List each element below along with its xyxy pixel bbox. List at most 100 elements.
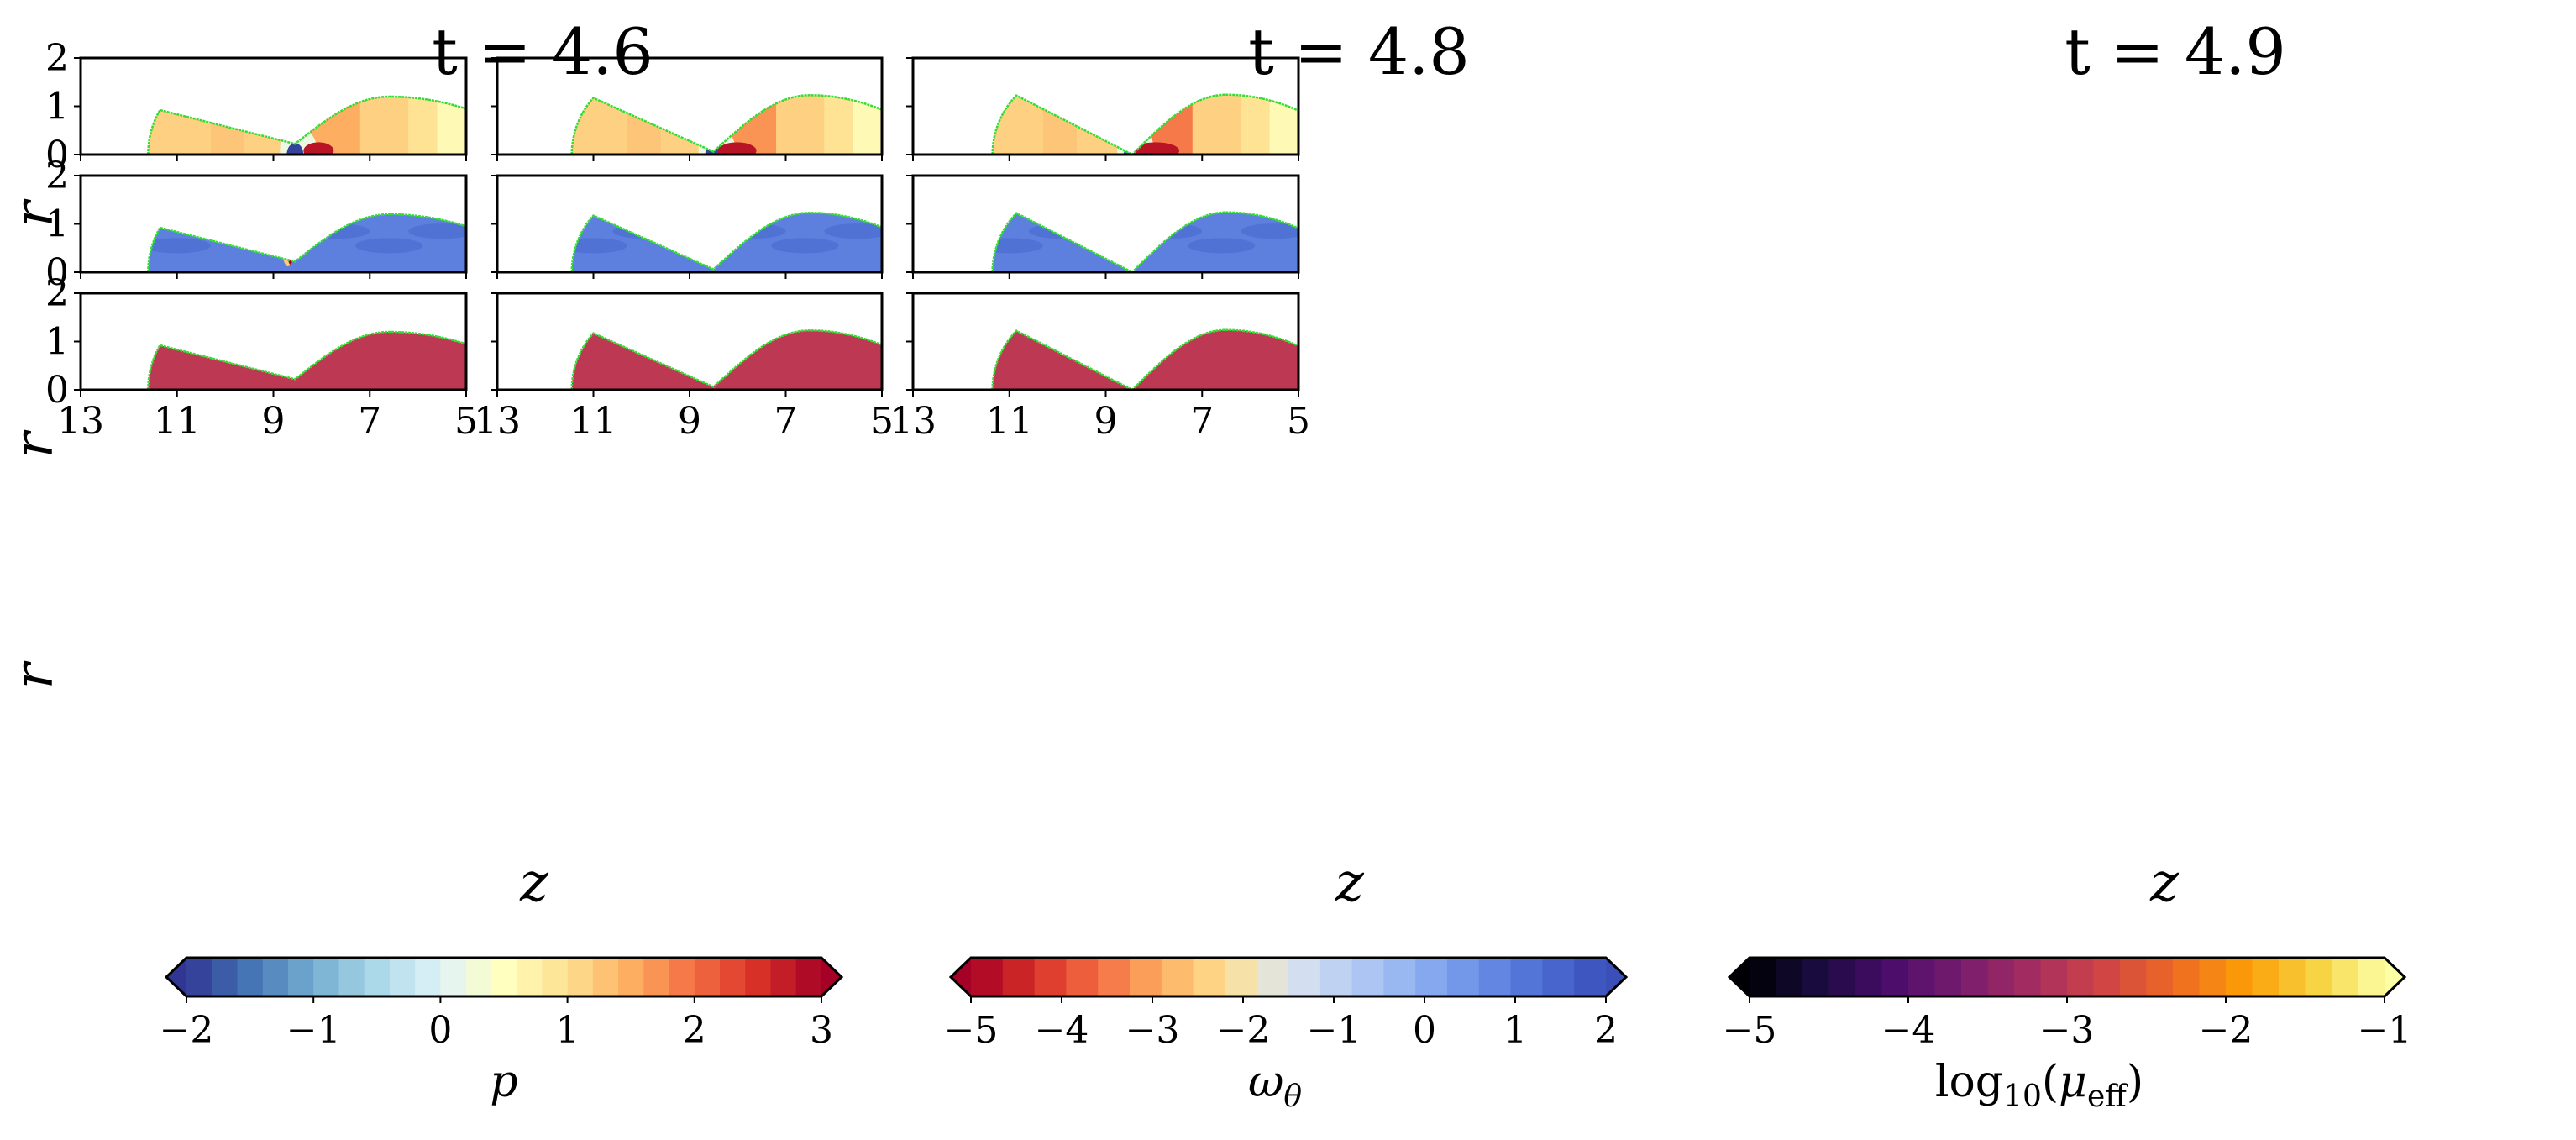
interface-line bbox=[991, 211, 1300, 274]
w-shear-core bbox=[705, 213, 714, 265]
panel-r3-c2 bbox=[496, 292, 884, 391]
w-patch bbox=[992, 238, 1043, 254]
colorbar-tick-label: 2 bbox=[1594, 1009, 1618, 1052]
colorbar-level bbox=[2226, 958, 2253, 996]
panel-r1-c1 bbox=[79, 56, 468, 156]
xtick-label: 5 bbox=[870, 400, 894, 443]
colorbar-level bbox=[1934, 958, 1962, 996]
w-patch bbox=[612, 223, 680, 239]
colorbar-level bbox=[1225, 958, 1257, 996]
xlabel-col-3: z bbox=[2149, 852, 2180, 914]
colorbar-level bbox=[415, 958, 441, 996]
colorbar-level bbox=[2067, 958, 2095, 996]
colorbar-level bbox=[1802, 958, 1830, 996]
colorbar-level bbox=[618, 958, 644, 996]
ytick-label: 1 bbox=[45, 321, 69, 364]
xtick-label: 11 bbox=[154, 400, 201, 443]
xtick-label: 9 bbox=[1094, 400, 1118, 443]
colorbar-level bbox=[2358, 958, 2385, 996]
xtick-label: 7 bbox=[1190, 400, 1214, 443]
colorbar-level bbox=[971, 958, 1004, 996]
colorbar-level bbox=[212, 958, 239, 996]
colorbar-level bbox=[1574, 958, 1607, 996]
xtick-label: 13 bbox=[57, 400, 104, 443]
interface-line bbox=[147, 213, 468, 274]
ytick-label: 0 bbox=[45, 369, 69, 412]
colorbar-tick-label: −1 bbox=[286, 1009, 341, 1052]
colorbar-level bbox=[2014, 958, 2042, 996]
colorbar-level bbox=[1415, 958, 1448, 996]
colorbar-level bbox=[389, 958, 416, 996]
colorbar-tick-label: −1 bbox=[1307, 1009, 1361, 1052]
colorbar-level bbox=[2279, 958, 2306, 996]
w-patch bbox=[196, 223, 264, 239]
colorbar-extend-low bbox=[166, 958, 186, 996]
w-shear-outer bbox=[699, 213, 715, 267]
xtick-label: 5 bbox=[454, 400, 478, 443]
colorbar-level bbox=[364, 958, 391, 996]
w-patch bbox=[571, 238, 627, 254]
cbar2-label: ωθ bbox=[1248, 1057, 1302, 1114]
w-patch bbox=[824, 223, 882, 239]
colorbar-1: −2 −1 0 1 2 3 bbox=[160, 956, 844, 1052]
colorbar-tick-label: −2 bbox=[1216, 1009, 1271, 1052]
xtick-label: 11 bbox=[986, 400, 1033, 443]
p-band bbox=[210, 97, 245, 155]
colorbar-level bbox=[1961, 958, 1989, 996]
colorbar-level bbox=[1908, 958, 1936, 996]
colorbar-tick-label: −1 bbox=[2358, 1009, 2412, 1052]
colorbar-level bbox=[1447, 958, 1480, 996]
ytick-label: 0 bbox=[45, 134, 69, 176]
colorbar-2: −5 −4 −3 −2 −1 0 1 2 bbox=[944, 956, 1629, 1052]
panel-grid bbox=[79, 56, 1300, 391]
colorbar-tick-label: 0 bbox=[1413, 1009, 1436, 1052]
colorbar-level bbox=[1987, 958, 2015, 996]
colorbar-level bbox=[313, 958, 340, 996]
panel-r2-c3 bbox=[911, 174, 1300, 274]
w-patch bbox=[1028, 223, 1096, 239]
colorbar-level bbox=[1351, 958, 1384, 996]
colorbar-tick-label: −5 bbox=[1723, 1009, 1777, 1052]
colorbar-level bbox=[1257, 958, 1289, 996]
xtick-label: 9 bbox=[262, 400, 286, 443]
interface-line bbox=[570, 329, 884, 391]
colorbar-level bbox=[669, 958, 695, 996]
colorbar-level bbox=[1478, 958, 1512, 996]
colorbar-level bbox=[1161, 958, 1194, 996]
colorbar-level bbox=[694, 958, 721, 996]
ylabel-row-3: r bbox=[3, 660, 66, 689]
field-w bbox=[571, 213, 882, 272]
colorbar-level bbox=[1750, 958, 1777, 996]
ytick-label: 2 bbox=[45, 155, 69, 197]
xlabel-col-2: z bbox=[1335, 852, 1365, 914]
colorbar-level bbox=[1828, 958, 1856, 996]
cbar3-label: log10(μeff) bbox=[1935, 1057, 2143, 1114]
colorbar-extend-low bbox=[1729, 958, 1750, 996]
w-patch bbox=[148, 238, 211, 254]
ytick-label: 0 bbox=[45, 251, 69, 294]
colorbar-level bbox=[1510, 958, 1543, 996]
interface-line bbox=[991, 328, 1300, 391]
xlabel-col-1: z bbox=[519, 852, 549, 914]
colorbar-level bbox=[720, 958, 746, 996]
colorbar-level bbox=[1193, 958, 1225, 996]
w-patch bbox=[665, 238, 733, 254]
xtick-label: 11 bbox=[570, 400, 617, 443]
colorbar-level bbox=[542, 958, 569, 996]
colorbar-level bbox=[1130, 958, 1162, 996]
colorbar-level bbox=[1002, 958, 1036, 996]
colorbar-level bbox=[1776, 958, 1803, 996]
p-neck-high bbox=[303, 142, 334, 155]
p-neck-high bbox=[717, 142, 757, 155]
w-shear-core bbox=[286, 214, 295, 265]
w-patch bbox=[355, 238, 423, 254]
title-col-2: t = 4.8 bbox=[1248, 14, 1469, 89]
colorbar-level bbox=[1034, 958, 1067, 996]
colorbar-level bbox=[1855, 958, 1883, 996]
colorbar-tick-label: 0 bbox=[428, 1009, 452, 1052]
ylabel-row-2: r bbox=[3, 429, 66, 458]
field-mu bbox=[148, 332, 466, 390]
w-patch bbox=[1241, 223, 1298, 239]
colorbar-level bbox=[592, 958, 619, 996]
